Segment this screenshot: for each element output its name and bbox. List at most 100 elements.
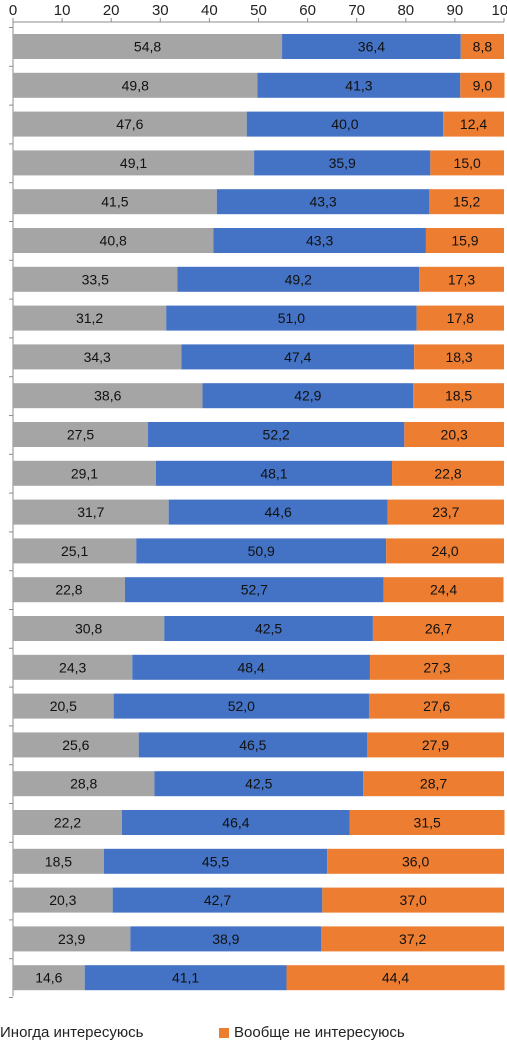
bar-value-label: 49,1 [120, 155, 147, 171]
bar-segment [13, 422, 149, 447]
legend: Иногда интересуюсь Вообще не интересуюсь [0, 1024, 507, 1044]
bar-value-label: 38,6 [94, 388, 121, 404]
bar-value-label: 41,1 [172, 970, 199, 986]
legend-item-sometimes: Иногда интересуюсь [0, 1024, 143, 1041]
bar-value-label: 36,0 [402, 853, 429, 869]
bar-value-label: 37,0 [400, 892, 427, 908]
bar-value-label: 47,4 [284, 349, 311, 365]
bar-value-label: 23,9 [58, 931, 85, 947]
bar-segment [383, 577, 504, 603]
bar-segment [13, 616, 165, 641]
bar-value-label: 30,8 [75, 621, 102, 637]
bar-value-label: 52,0 [228, 698, 255, 714]
bar-segment [130, 926, 322, 952]
bar-segment [460, 34, 504, 59]
bar-value-label: 41,3 [345, 77, 372, 93]
bar-value-label: 22,2 [54, 815, 81, 831]
bar-segment [349, 810, 505, 835]
x-tick-label: 10 [54, 2, 71, 19]
bar-segment [460, 72, 505, 98]
bar-segment [13, 383, 203, 409]
bar-segment [13, 771, 155, 797]
bar-segment [387, 499, 504, 525]
bar-segment [13, 848, 104, 874]
bar-segment [181, 344, 415, 370]
stacked-bar-chart: 0 10 20 30 40 50 60 70 80 90 100 54,8 36,4 8,8 49,8 41,… [9, 2, 507, 998]
bar-segment [369, 654, 504, 680]
bar-value-label: 47,6 [116, 116, 143, 132]
bar-segment [177, 266, 420, 292]
bar-value-label: 18,3 [445, 349, 472, 365]
bar-segment [419, 266, 504, 292]
bar-segment [386, 538, 504, 564]
bar-segment [13, 499, 169, 525]
bar-value-label: 38,9 [212, 931, 239, 947]
legend-label-not-interested: Вообще не интересуюсь [234, 1024, 405, 1041]
bar-segment [367, 732, 504, 758]
bar-segment [254, 150, 431, 176]
bar-value-label: 17,8 [447, 310, 474, 326]
bar-segment [13, 538, 137, 564]
bar-segment [13, 150, 255, 176]
bar-value-label: 15,2 [453, 194, 480, 210]
bar-segment [13, 810, 123, 835]
bar-value-label: 49,8 [122, 77, 149, 93]
bar-value-label: 20,5 [50, 698, 77, 714]
bar-value-label: 14,6 [35, 970, 62, 986]
bar-value-label: 48,1 [260, 465, 287, 481]
x-tick-label: 20 [103, 2, 120, 19]
bar-segment [327, 848, 504, 874]
bar-value-label: 40,8 [100, 233, 127, 249]
bar-value-label: 24,4 [430, 582, 457, 598]
bar-segment [13, 732, 139, 758]
bar-segment [13, 305, 167, 331]
bar-value-label: 33,5 [82, 271, 109, 287]
bar-segment [13, 344, 182, 370]
bar-segment [132, 654, 370, 680]
bar-segment [124, 577, 384, 603]
bar-segment [404, 422, 504, 447]
bar-segment [13, 887, 113, 913]
bar-value-label: 20,3 [49, 892, 76, 908]
x-tick-label: 60 [299, 2, 316, 19]
bar-value-label: 20,3 [441, 427, 468, 443]
bar-value-label: 29,1 [71, 465, 98, 481]
bar-segment [216, 189, 430, 215]
bar-segment [414, 344, 504, 370]
bar-segment [13, 111, 247, 137]
bar-segment [164, 616, 373, 641]
x-tick-label: 70 [348, 2, 365, 19]
bar-segment [113, 693, 369, 719]
bar-segment [282, 34, 461, 59]
bar-value-label: 42,9 [294, 388, 321, 404]
bar-value-label: 51,0 [278, 310, 305, 326]
legend-item-not-interested: Вообще не интересуюсь [219, 1024, 405, 1041]
bar-value-label: 42,5 [255, 621, 282, 637]
bar-segment [392, 460, 504, 486]
bar-segment [122, 810, 350, 835]
bar-value-label: 42,5 [245, 776, 272, 792]
x-tick-label: 40 [201, 2, 218, 19]
bar-value-label: 52,2 [263, 427, 290, 443]
bar-value-label: 46,5 [239, 737, 266, 753]
bar-segment [321, 926, 504, 952]
bar-value-label: 43,3 [309, 194, 336, 210]
bar-segment [443, 111, 504, 137]
bar-segment [138, 732, 368, 758]
bar-segment [413, 383, 504, 409]
bar-value-label: 45,5 [202, 853, 229, 869]
bar-segment [148, 422, 405, 447]
bar-segment [372, 616, 504, 641]
bar-value-label: 9,0 [473, 77, 493, 93]
bar-segment [13, 34, 283, 59]
bar-segment [13, 693, 114, 719]
bar-segment [202, 383, 414, 409]
bar-segment [246, 111, 444, 137]
bar-segment [154, 771, 364, 797]
bar-value-label: 15,0 [454, 155, 481, 171]
bar-value-label: 17,3 [448, 271, 475, 287]
bar-value-label: 35,9 [329, 155, 356, 171]
bar-value-label: 43,3 [306, 233, 333, 249]
bar-value-label: 50,9 [248, 543, 275, 559]
bar-segment [84, 965, 287, 991]
